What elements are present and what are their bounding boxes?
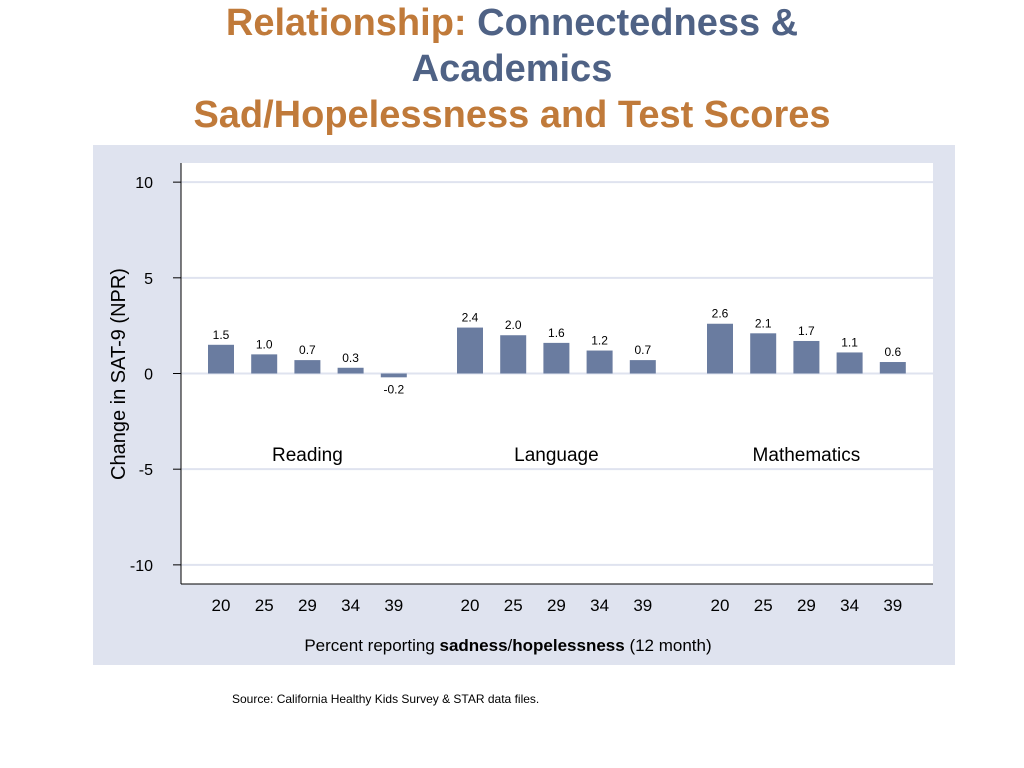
y-tick-label: -5 — [139, 462, 153, 479]
x-tick-label: 34 — [840, 596, 859, 615]
bar-chart: 10 5 0 -5 -10 1.5 20 1.0 25 0.7 29 0.3 34 -0.2 39 Readi… — [108, 163, 933, 655]
y-tick-label: 10 — [135, 175, 153, 192]
y-tick-label: -10 — [130, 558, 153, 575]
data-label: 2.4 — [462, 311, 479, 325]
data-label: 2.1 — [755, 316, 772, 330]
x-tick-label: 39 — [883, 596, 902, 615]
data-label: -0.2 — [383, 382, 404, 396]
title-academics: Academics — [411, 48, 613, 90]
bar — [380, 373, 407, 378]
x-axis-label-part: Percent reporting — [304, 636, 439, 655]
data-label: 1.5 — [213, 328, 230, 342]
bar — [879, 362, 906, 374]
group-label: Language — [514, 445, 599, 466]
data-label: 0.7 — [299, 343, 316, 357]
source-note: Source: California Healthy Kids Survey &… — [232, 692, 540, 706]
x-tick-label: 20 — [711, 596, 730, 615]
x-tick-label: 34 — [590, 596, 609, 615]
bar — [500, 335, 527, 374]
data-label: 1.0 — [256, 337, 273, 351]
x-tick-label: 34 — [341, 596, 360, 615]
title-subtitle: Sad/Hopelessness and Test Scores — [193, 94, 831, 136]
x-tick-label: 20 — [461, 596, 480, 615]
bar — [707, 323, 733, 374]
x-tick-label: 39 — [633, 596, 652, 615]
data-label: 0.6 — [884, 345, 901, 359]
x-axis-label-part: sadness — [439, 636, 507, 655]
chart-panel: 10 5 0 -5 -10 1.5 20 1.0 25 0.7 29 0.3 34 -0.2 39 Readi… — [93, 145, 955, 665]
data-label: 1.2 — [591, 334, 608, 348]
bar — [337, 367, 364, 374]
x-tick-label: 25 — [754, 596, 773, 615]
group-label: Reading — [272, 445, 343, 466]
y-tick-label: 5 — [144, 271, 153, 288]
title-relationship: Relationship: — [225, 2, 467, 44]
group-label: Mathematics — [753, 445, 861, 466]
y-axis-label: Change in SAT-9 (NPR) — [108, 268, 130, 480]
bar — [836, 352, 863, 374]
x-axis-label: Percent reporting sadness/hopelessness (… — [304, 636, 711, 655]
slide-title: Relationship: Connectedness & Academics … — [0, 0, 1024, 138]
x-axis-label-part: / — [508, 636, 513, 655]
x-tick-label: 25 — [255, 596, 274, 615]
bar — [543, 342, 570, 374]
x-axis-label-part: (12 month) — [625, 636, 712, 655]
data-label: 0.7 — [634, 343, 651, 357]
bar — [750, 333, 777, 374]
x-tick-label: 25 — [504, 596, 523, 615]
data-label: 1.7 — [798, 324, 815, 338]
y-tick-label: 0 — [144, 367, 153, 384]
data-label: 0.3 — [342, 351, 359, 365]
bar — [251, 354, 278, 374]
x-tick-label: 29 — [797, 596, 816, 615]
bar — [629, 360, 656, 374]
bar — [793, 340, 820, 374]
bar — [457, 327, 483, 374]
bar — [586, 350, 613, 374]
x-tick-label: 39 — [384, 596, 403, 615]
x-tick-label: 20 — [212, 596, 231, 615]
x-axis-label-part: hopelessness — [512, 636, 624, 655]
x-tick-label: 29 — [298, 596, 317, 615]
data-label: 1.6 — [548, 326, 565, 340]
data-label: 2.6 — [712, 307, 729, 321]
title-connectedness: Connectedness & — [477, 2, 799, 44]
bar — [208, 344, 234, 374]
data-label: 2.0 — [505, 318, 522, 332]
x-tick-label: 29 — [547, 596, 566, 615]
data-label: 1.1 — [841, 335, 858, 349]
bar — [294, 360, 321, 374]
